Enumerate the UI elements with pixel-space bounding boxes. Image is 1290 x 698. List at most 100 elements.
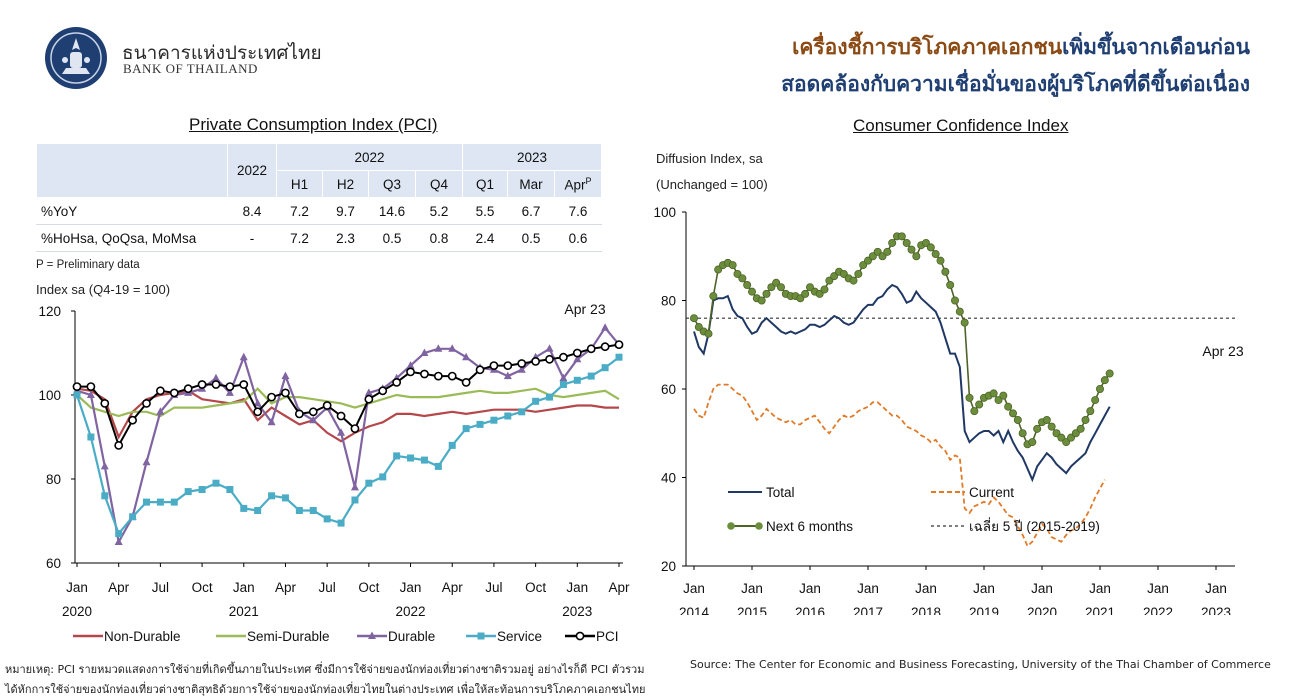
pci-series-line-semi_durable	[76, 387, 620, 418]
pci-point-service	[546, 393, 554, 401]
pci-point-service	[73, 391, 81, 399]
cci-point-next6	[1033, 424, 1042, 433]
cci-y-tick-label: 80	[661, 294, 676, 309]
pci-point-pci	[350, 424, 360, 433]
pci-point-durable	[364, 388, 373, 396]
cci-x-year-label: 2019	[969, 605, 999, 615]
cci-point-next6	[941, 267, 950, 276]
pci-x-tick-label: Apr	[442, 580, 464, 595]
cci-y-tick-label: 40	[661, 471, 676, 486]
cci-point-next6	[863, 256, 872, 265]
pci-point-service	[476, 420, 484, 428]
pci-table-cell: 5.5	[462, 197, 508, 225]
cci-point-next6	[767, 283, 776, 292]
pci-legend-label-non_durable: Non-Durable	[104, 629, 181, 644]
cci-point-next6	[805, 283, 814, 292]
pci-point-pci	[239, 380, 249, 389]
pci-point-pci	[420, 369, 429, 379]
cci-y-tick-label: 60	[661, 382, 676, 397]
cci-point-next6	[989, 389, 998, 398]
header-q4: Q4	[415, 170, 463, 198]
pci-point-service	[504, 412, 512, 420]
cci-point-next6	[868, 252, 877, 261]
cci-x-tick-label: Jan	[1205, 581, 1227, 596]
pci-y-tick-label: 120	[38, 304, 61, 319]
cci-legend-label-total: Total	[766, 485, 795, 500]
pci-point-pci	[586, 344, 596, 354]
pci-table-cell: 14.6	[368, 197, 416, 225]
pci-legend-label-service: Service	[497, 629, 542, 644]
cci-series-line-next6	[693, 235, 1111, 446]
pci-point-durable	[462, 352, 471, 361]
pci-point-service	[379, 473, 387, 481]
pci-table-cell: 0.5	[368, 224, 416, 252]
cci-legend-marker-next6	[727, 522, 735, 530]
cci-point-next6	[1100, 376, 1109, 385]
cci-legend-label-avg: เฉลี่ย 5 ปี (2015-2019)	[969, 517, 1100, 534]
pci-point-durable	[114, 537, 123, 545]
pci-point-service	[573, 376, 581, 384]
cci-point-next6	[921, 238, 930, 247]
pci-point-pci	[197, 380, 207, 389]
cci-point-next6	[825, 276, 834, 285]
pci-series-line-pci	[77, 343, 620, 448]
pci-point-service	[142, 498, 150, 506]
cci-legend-label-next6: Next 6 months	[766, 519, 853, 534]
cci-point-next6	[830, 272, 839, 281]
headline-part-2: เพิ่มขึ้นจากเดือนก่อน	[1062, 35, 1250, 59]
cci-x-tick-label: Jan	[799, 581, 821, 596]
bank-emblem-icon	[45, 27, 107, 89]
pci-legend-marker-service	[477, 632, 485, 640]
header-2022-full: 2022	[227, 143, 277, 198]
header-h1: H1	[276, 170, 323, 198]
pci-point-pci	[322, 401, 332, 410]
pci-point-durable	[267, 417, 276, 426]
cci-point-next6	[912, 252, 921, 261]
pci-point-service	[309, 507, 317, 514]
cci-point-next6	[1081, 415, 1090, 424]
pci-point-service	[254, 507, 262, 514]
cci-point-next6	[888, 238, 897, 247]
header-q3: Q3	[368, 170, 416, 198]
cci-x-tick-label: Jan	[683, 581, 705, 596]
pci-point-durable	[337, 428, 346, 436]
cci-point-next6	[743, 281, 752, 290]
footer-note-line1: หมายเหตุ: PCI รายหมวดแสดงการใช้จ่ายที่เก…	[5, 663, 645, 676]
pci-point-service	[268, 492, 276, 500]
pci-point-service	[601, 364, 609, 372]
pci-x-tick-label: Jul	[319, 580, 336, 595]
pci-point-pci	[281, 388, 290, 398]
header-q1: Q1	[462, 170, 508, 198]
cci-legend-marker-next6	[755, 522, 763, 530]
pci-point-service	[490, 416, 498, 424]
cci-point-next6	[796, 294, 805, 303]
footer-note-line2: ได้หักการใช้จ่ายของนักท่องเที่ยวต่างชาติ…	[5, 683, 646, 696]
cci-point-next6	[970, 407, 979, 416]
cci-point-next6	[690, 314, 699, 323]
cci-point-next6	[1013, 415, 1022, 424]
pci-point-durable	[86, 390, 95, 398]
pci-point-service	[615, 353, 623, 361]
pci-point-pci	[100, 399, 110, 408]
pci-chart: 60 80 100 120 Jan Apr Jul Oct Jan Apr Jul Oct Jan Apr…	[38, 301, 630, 644]
cci-point-next6	[897, 232, 906, 241]
cci-point-next6	[714, 265, 723, 274]
pci-x-tick-label: Jan	[233, 580, 255, 595]
cci-point-next6	[854, 269, 863, 278]
pci-x-tick-label: Oct	[358, 580, 379, 595]
pci-point-pci	[308, 407, 318, 417]
cci-point-next6	[994, 396, 1003, 405]
cci-y-tick-label: 100	[653, 205, 676, 220]
cci-x-tick-label: Jan	[1089, 581, 1111, 596]
pci-point-durable	[225, 388, 234, 396]
pci-point-durable	[434, 344, 443, 352]
pci-x-tick-label: Apr	[275, 580, 297, 595]
cci-point-next6	[801, 289, 810, 298]
pci-x-tick-label: Jul	[152, 580, 169, 595]
table-corner	[36, 143, 228, 198]
cci-point-next6	[776, 283, 785, 292]
pci-point-pci	[503, 361, 513, 370]
pci-legend-marker-pci	[575, 631, 585, 641]
pci-point-service	[559, 381, 567, 388]
